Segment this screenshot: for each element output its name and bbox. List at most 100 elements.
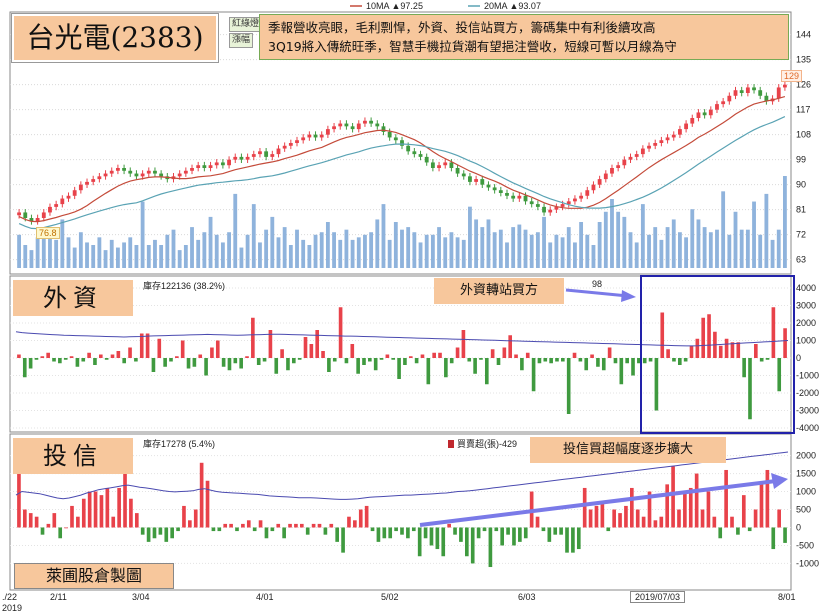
foreign-bar — [531, 358, 536, 392]
trust-bar — [747, 527, 752, 532]
foreign-bar — [578, 358, 583, 362]
trust-tick-label: 2000 — [796, 451, 816, 461]
foreign-bar — [198, 354, 203, 358]
volume-bar — [640, 204, 645, 268]
volume-bar — [690, 209, 695, 268]
volume-bar — [85, 242, 89, 268]
candle-body — [190, 168, 194, 171]
ma20-legend-label: 20MA ▲93.07 — [484, 1, 541, 11]
foreign-bar — [508, 335, 513, 358]
trust-bar — [252, 527, 257, 532]
trust-bar — [176, 527, 180, 532]
price-tick-label: 81 — [796, 205, 806, 215]
price-tick-label: 126 — [796, 80, 811, 90]
foreign-bar — [561, 358, 565, 362]
volume-bar — [227, 232, 231, 268]
candle-body — [227, 159, 231, 166]
foreign-tick-label: -2000 — [796, 388, 819, 398]
foreign-bar — [642, 358, 647, 364]
trust-bar — [624, 505, 628, 528]
candle-body — [764, 95, 769, 102]
trust-bar — [282, 527, 286, 539]
foreign-highlight-box — [640, 275, 795, 434]
trust-bar — [706, 491, 711, 528]
trust-bar — [134, 513, 139, 528]
trust-bar — [288, 523, 292, 528]
volume-bar — [554, 234, 559, 268]
foreign-bar — [660, 312, 665, 358]
candle-body — [628, 156, 633, 160]
foreign-stock-header: 庫存122136 (38.2%) — [143, 281, 226, 291]
candle-body — [122, 168, 126, 171]
foreign-bar — [186, 358, 191, 369]
volume-bar — [338, 239, 343, 268]
foreign-bar — [163, 358, 167, 367]
trust-tick-label: 500 — [796, 505, 811, 515]
trust-bar — [105, 487, 110, 528]
foreign-bar — [245, 356, 249, 358]
price-tick-label: 99 — [796, 155, 806, 165]
candle-body — [752, 87, 756, 91]
volume-bar — [325, 222, 330, 268]
candle-body — [603, 173, 608, 180]
volume-bar — [776, 229, 781, 268]
volume-bar — [727, 234, 732, 268]
volume-bar — [566, 227, 571, 268]
change-tab[interactable]: 漲幅 — [229, 33, 254, 48]
volume-bar — [344, 229, 349, 268]
candle-body — [264, 151, 269, 157]
trust-bar — [264, 527, 269, 539]
candle-body — [233, 156, 238, 160]
trust-bar — [246, 520, 251, 528]
volume-bar — [258, 242, 262, 268]
candle-body — [91, 179, 96, 182]
foreign-bar — [350, 344, 355, 358]
trust-bar — [211, 527, 216, 532]
candle-body — [393, 137, 398, 141]
candle-body — [400, 140, 404, 146]
candle-body — [684, 123, 689, 130]
trust-bar — [470, 527, 475, 564]
trust-bar — [406, 527, 410, 539]
volume-bar — [214, 234, 219, 268]
traffic-light-tab[interactable]: 紅綠燈 — [229, 17, 263, 32]
trust-bar — [724, 469, 728, 528]
candle-body — [356, 123, 361, 130]
volume-bar — [523, 229, 528, 268]
candle-body — [480, 179, 485, 185]
trust-bar — [576, 527, 581, 550]
price-tick-label: 117 — [796, 105, 810, 115]
volume-bar — [461, 239, 466, 268]
trust-bar — [547, 527, 552, 542]
foreign-bar — [332, 358, 337, 362]
volume-bar — [616, 211, 621, 268]
candle-body — [307, 134, 312, 138]
candle-body — [665, 137, 670, 141]
trust-bar — [152, 527, 157, 539]
foreign-bar — [777, 358, 782, 392]
foreign-tick-label: -3000 — [796, 406, 819, 416]
trust-bar — [565, 527, 569, 553]
foreign-bar — [180, 340, 185, 358]
foreign-bar — [315, 330, 320, 358]
trust-bar — [123, 473, 127, 528]
foreign-bar — [303, 337, 308, 358]
trust-bar — [429, 527, 434, 546]
volume-bar — [97, 237, 102, 268]
trust-tick-label: 0 — [796, 522, 801, 532]
volume-bar — [474, 219, 479, 268]
trust-bar — [382, 527, 387, 539]
trust-bar — [411, 527, 416, 532]
volume-bar — [356, 237, 361, 268]
candle-body — [115, 168, 120, 171]
volume-bar — [208, 216, 213, 268]
volume-bars — [17, 176, 787, 268]
foreign-bar — [555, 358, 559, 362]
candle-body — [183, 170, 188, 174]
foreign-bar — [145, 333, 150, 358]
trust-bar — [647, 491, 652, 528]
candle-body — [418, 154, 423, 157]
candle-body — [505, 193, 509, 196]
foreign-bar — [701, 317, 706, 358]
trust-bar — [52, 513, 57, 528]
